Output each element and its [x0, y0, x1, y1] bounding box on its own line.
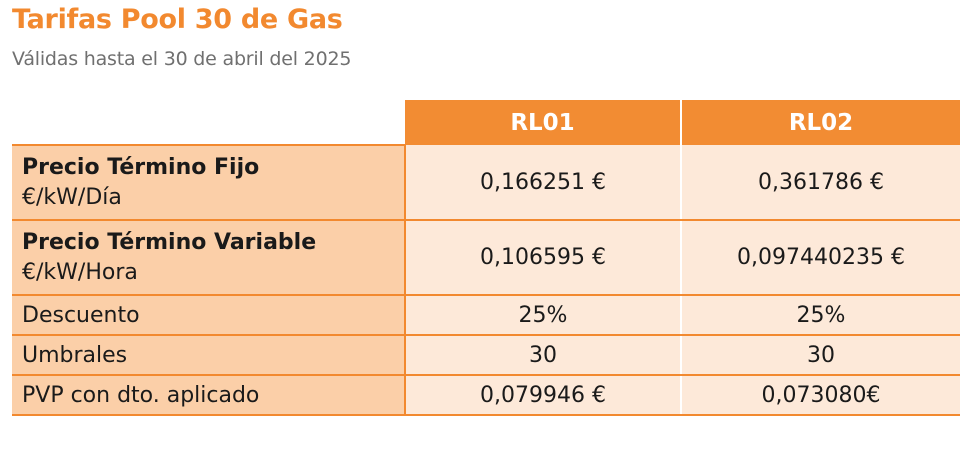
row-label-cell: Precio Término Variable €/kW/Hora [12, 220, 406, 296]
value-rl01: 0,166251 € [405, 145, 682, 221]
row-label: Umbrales [12, 335, 406, 376]
row-label: PVP con dto. aplicado [12, 375, 406, 416]
value-rl01: 0,079946 € [405, 375, 682, 416]
header-blank-cell [12, 100, 405, 146]
column-header-rl02: RL02 [681, 100, 960, 145]
value-rl02: 0,097440235 € [681, 220, 960, 296]
value-rl01: 0,106595 € [405, 220, 682, 296]
value-rl01: 30 [405, 335, 682, 376]
row-label: Precio Término Variable [22, 229, 317, 255]
table-header-row: RL01 RL02 [12, 100, 960, 146]
row-unit: €/kW/Hora [22, 259, 138, 285]
page-subtitle: Válidas hasta el 30 de abril del 2025 [12, 48, 352, 70]
page-title: Tarifas Pool 30 de Gas [12, 4, 343, 35]
table-row-discount: Descuento 25% 25% [12, 295, 960, 336]
row-label-cell: Precio Término Fijo €/kW/Día [12, 145, 406, 221]
row-label: Precio Término Fijo [22, 154, 260, 180]
column-header-rl01: RL01 [405, 100, 682, 145]
value-rl02: 0,073080€ [681, 375, 960, 416]
table-row-variable-price: Precio Término Variable €/kW/Hora 0,1065… [12, 220, 960, 296]
table-row-fixed-price: Precio Término Fijo €/kW/Día 0,166251 € … [12, 145, 960, 221]
value-rl01: 25% [405, 295, 682, 336]
value-rl02: 25% [681, 295, 960, 336]
value-rl02: 0,361786 € [681, 145, 960, 221]
row-unit: €/kW/Día [22, 184, 122, 210]
table-row-final-price: PVP con dto. aplicado 0,079946 € 0,07308… [12, 375, 960, 416]
row-label: Descuento [12, 295, 406, 336]
value-rl02: 30 [681, 335, 960, 376]
table-row-thresholds: Umbrales 30 30 [12, 335, 960, 376]
tariffs-table: RL01 RL02 Precio Término Fijo €/kW/Día 0… [12, 100, 960, 416]
